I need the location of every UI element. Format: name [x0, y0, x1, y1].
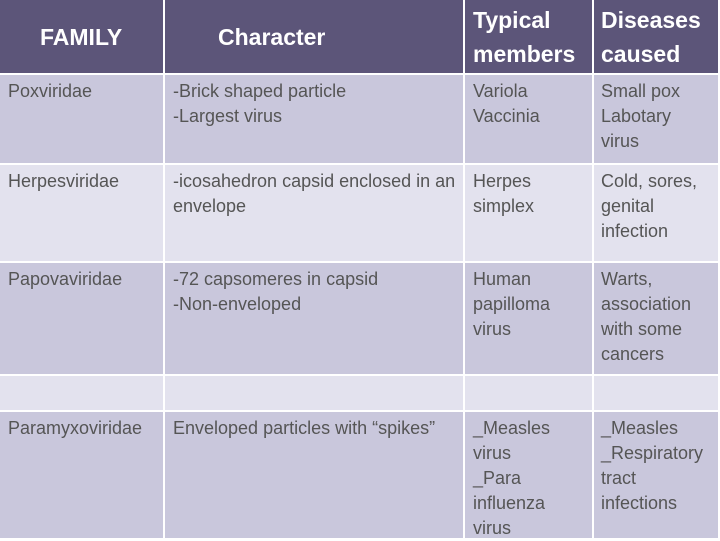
table-cell: -icosahedron capsid enclosed in an envelo… [165, 165, 465, 263]
cell-line: Labotary [601, 106, 672, 126]
cell-line: Warts, [601, 269, 653, 289]
table-cell: Small pox Labotary virus [594, 75, 720, 165]
cell-line: virus [473, 443, 512, 463]
cell-line: Diseases [601, 7, 701, 33]
cell-line: -Largest virus [173, 106, 283, 126]
cell-line: influenza [473, 493, 546, 513]
table-cell: Enveloped particles with “spikes” [165, 412, 465, 540]
cell-line: envelope [173, 196, 247, 216]
cell-line: Typical [473, 7, 551, 33]
header-cell: Diseases caused [594, 0, 720, 75]
cell-line: papilloma [473, 294, 551, 314]
blank-cell [0, 376, 165, 412]
cell-line: infection [601, 221, 669, 241]
table-cell: Human papilloma virus [465, 263, 594, 376]
cell-line: infections [601, 493, 678, 513]
cell-line: Herpes [473, 171, 532, 191]
table-cell: Warts, association with some cancers [594, 263, 720, 376]
cell-line: -Brick shaped particle [173, 81, 347, 101]
cell-line: -icosahedron capsid enclosed in an [173, 171, 456, 191]
cell-line: Herpesviridae [8, 171, 120, 191]
blank-cell [465, 376, 594, 412]
cell-line: tract [601, 468, 637, 488]
table-cell: -72 capsomeres in capsid -Non-enveloped [165, 263, 465, 376]
cell-line: genital [601, 196, 655, 216]
table-cell: Cold, sores, genital infection [594, 165, 720, 263]
table-cell: Herpes simplex [465, 165, 594, 263]
table-cell: Papovaviridae [0, 263, 165, 376]
blank-cell [165, 376, 465, 412]
cell-line: FAMILY [40, 24, 123, 50]
cell-line: virus [601, 131, 640, 151]
cell-line: _Measles [473, 418, 551, 438]
cell-line: Papovaviridae [8, 269, 123, 289]
cell-line: simplex [473, 196, 535, 216]
cell-line: virus [473, 319, 512, 339]
table-cell: Poxviridae [0, 75, 165, 165]
table-cell: -Brick shaped particle -Largest virus [165, 75, 465, 165]
cell-line: Enveloped particles with “spikes” [173, 418, 436, 438]
cell-line: with some [601, 319, 683, 339]
cell-line: Vaccinia [473, 106, 540, 126]
cell-line: -Non-enveloped [173, 294, 302, 314]
table-cell: Variola Vaccinia [465, 75, 594, 165]
cell-line: members [473, 41, 576, 67]
cell-line: caused [601, 41, 681, 67]
cell-line: Character [218, 24, 326, 50]
cell-line: Small pox [601, 81, 681, 101]
header-cell: Character [165, 0, 465, 75]
table-cell: Paramyxoviridae [0, 412, 165, 540]
cell-line: _Para [473, 468, 522, 488]
cell-line: Paramyxoviridae [8, 418, 143, 438]
blank-cell [594, 376, 720, 412]
cell-line: _Respiratory [601, 443, 704, 463]
header-cell: Typical members [465, 0, 594, 75]
cell-line: _Measles [601, 418, 679, 438]
cell-line: cancers [601, 344, 665, 364]
cell-line: virus [473, 518, 512, 538]
header-cell: FAMILY [0, 0, 165, 75]
cell-line: association [601, 294, 692, 314]
cell-line: Human [473, 269, 532, 289]
cell-line: Variola [473, 81, 528, 101]
cell-line: Cold, sores, [601, 171, 698, 191]
cell-line: Poxviridae [8, 81, 93, 101]
table-cell: Herpesviridae [0, 165, 165, 263]
cell-line: -72 capsomeres in capsid [173, 269, 379, 289]
